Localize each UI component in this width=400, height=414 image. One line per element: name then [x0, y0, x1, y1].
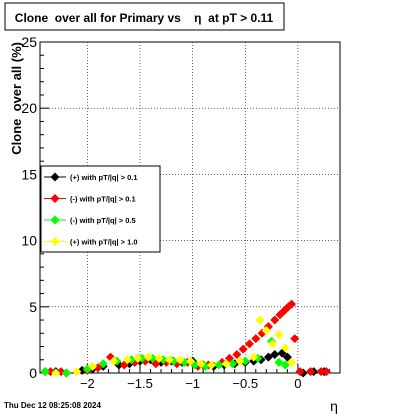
legend-marker: [50, 237, 60, 246]
data-point: [221, 359, 231, 369]
data-point: [61, 368, 71, 378]
data-point: [228, 359, 238, 369]
y-tick-label: 5: [29, 299, 37, 315]
legend-entry: (+) with pT/|q| > 1.0: [44, 237, 138, 247]
chart-title-box: Clone over all for Primary vs η at pT > …: [4, 2, 285, 31]
legend-entry: (+) with pT/|q| > 0.1: [44, 172, 138, 182]
y-tick-label: 20: [21, 100, 37, 116]
legend-entry: (-) with pT/|q| > 0.1: [44, 194, 136, 204]
data-point: [133, 353, 143, 363]
x-tick-label: 0: [294, 376, 301, 391]
data-point: [261, 326, 271, 336]
data-point: [40, 367, 50, 377]
data-point: [232, 349, 242, 359]
data-point: [214, 360, 224, 370]
data-point: [240, 356, 250, 366]
data-point: [175, 355, 185, 365]
legend-marker: [50, 172, 60, 182]
data-point: [164, 355, 174, 365]
data-point: [280, 343, 290, 353]
data-point: [287, 357, 297, 367]
data-point: [72, 367, 82, 377]
data-points: [40, 299, 331, 378]
data-point: [290, 334, 300, 344]
data-point: [244, 339, 254, 349]
data-point: [255, 315, 265, 325]
chart-title: Clone over all for Primary vs η at pT > …: [15, 11, 274, 25]
data-point: [238, 344, 248, 354]
x-tick-label: −1: [185, 376, 200, 391]
legend-label: (+) with pT/|q| > 1.0: [70, 238, 138, 247]
y-tick-label: 10: [21, 233, 37, 249]
data-point: [235, 356, 245, 366]
data-point: [270, 315, 280, 325]
data-point: [207, 360, 217, 370]
data-point: [287, 299, 297, 309]
data-point: [196, 359, 206, 369]
data-point: [268, 339, 278, 349]
legend-marker: [50, 215, 60, 225]
data-point: [316, 367, 326, 377]
data-point: [51, 368, 61, 378]
data-point: [88, 361, 98, 371]
data-point: [186, 356, 196, 366]
x-axis-label: η: [330, 398, 338, 414]
x-tick-label: −0.5: [232, 376, 258, 391]
x-tick-label: −1.5: [127, 376, 153, 391]
data-point: [251, 334, 261, 344]
data-point: [122, 355, 132, 365]
data-point: [282, 352, 292, 362]
data-point: [98, 359, 108, 369]
timestamp: Thu Dec 12 08:25:08 2024: [4, 401, 101, 410]
data-point: [295, 367, 305, 377]
legend-label: (-) with pT/|q| > 0.1: [70, 195, 136, 204]
data-point: [321, 367, 331, 377]
data-point: [270, 349, 280, 359]
legend-label: (-) with pT/|q| > 0.5: [70, 216, 136, 225]
legend-label: (+) with pT/|q| > 0.1: [70, 173, 138, 182]
legend-box: [40, 165, 161, 253]
data-point: [274, 330, 284, 340]
series-3: [51, 315, 297, 378]
y-tick-label: 0: [29, 365, 37, 381]
y-tick-label: 25: [21, 34, 37, 50]
data-point: [253, 353, 263, 363]
data-point: [249, 352, 259, 362]
y-tick-label: 15: [21, 166, 37, 182]
y-axis-label: Clone over all (%): [9, 42, 24, 155]
x-tick-label: −2: [80, 376, 95, 391]
data-point: [306, 367, 316, 377]
legend-entry: (-) with pT/|q| > 0.5: [44, 215, 136, 225]
data-point: [109, 356, 119, 366]
data-point: [154, 353, 164, 363]
data-point: [143, 352, 153, 362]
legend: (+) with pT/|q| > 0.1 (-) with pT/|q| > 0…: [40, 165, 161, 253]
legend-marker: [50, 194, 60, 203]
